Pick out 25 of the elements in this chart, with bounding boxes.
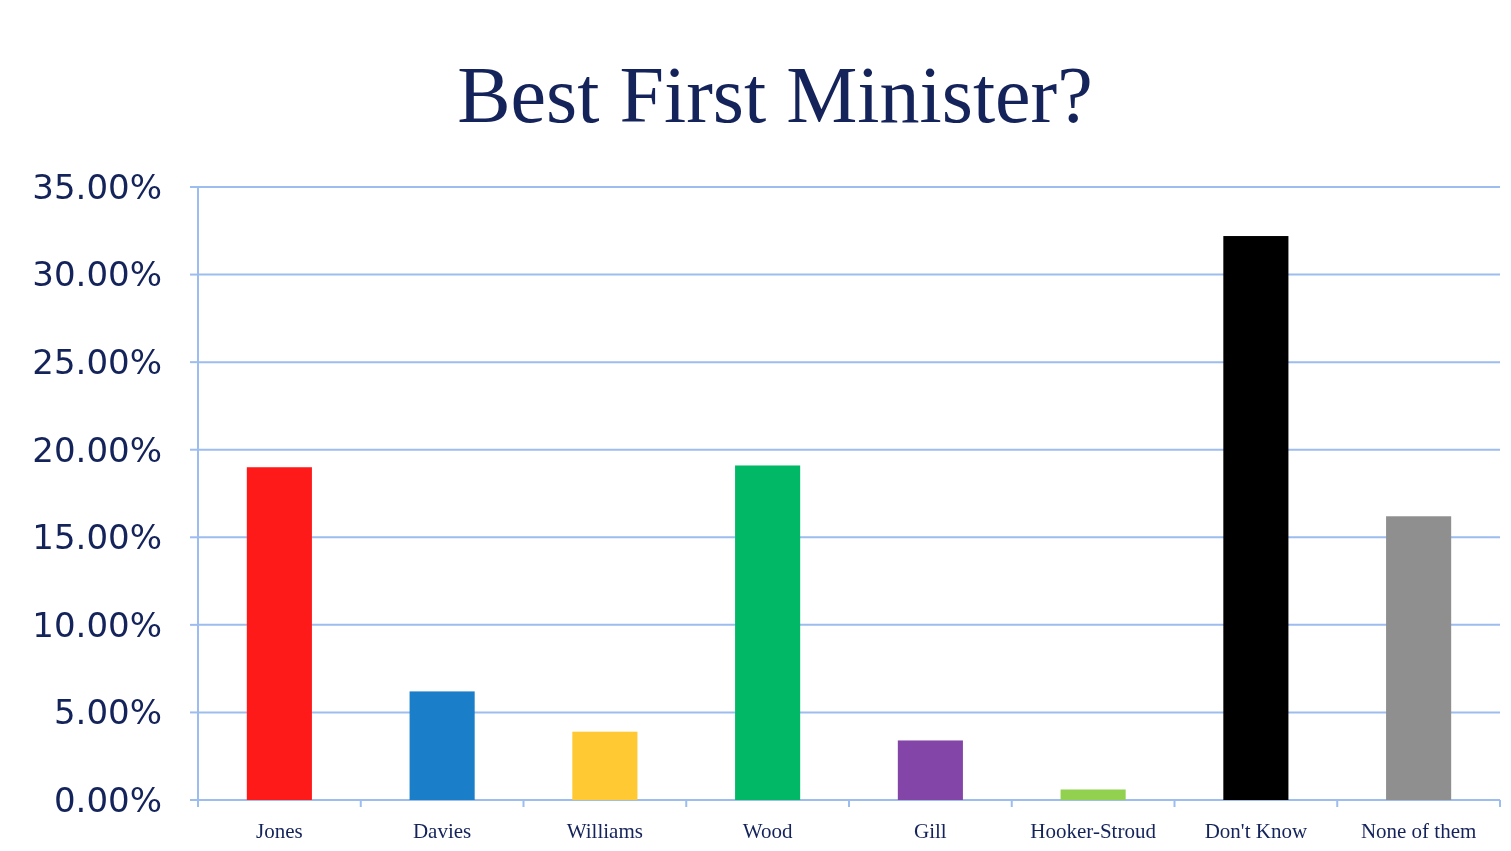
x-tick-label: Hooker-Stroud: [1030, 819, 1157, 843]
bar: [409, 691, 475, 800]
bar: [735, 465, 801, 800]
bar: [897, 740, 963, 800]
x-tick-label: Williams: [566, 819, 643, 843]
bar: [1386, 516, 1452, 800]
y-tick-label: 10.00%: [32, 604, 162, 645]
bar: [1223, 236, 1289, 800]
y-tick-label: 30.00%: [32, 254, 162, 295]
bar: [572, 731, 638, 800]
bar: [246, 467, 312, 800]
y-tick-label: 20.00%: [32, 429, 162, 470]
bar: [1060, 789, 1126, 800]
x-tick-label: Jones: [256, 819, 303, 843]
y-tick-label: 25.00%: [32, 342, 162, 383]
chart-title: Best First Minister?: [457, 51, 1093, 139]
y-tick-label: 15.00%: [32, 517, 162, 558]
x-tick-label: Don't Know: [1204, 819, 1308, 843]
x-tick-label: Davies: [412, 819, 472, 843]
x-tick-label: Gill: [914, 819, 947, 843]
x-tick-label: None of them: [1360, 819, 1477, 843]
y-tick-label: 0.00%: [53, 779, 162, 820]
y-tick-label: 35.00%: [32, 166, 162, 207]
x-tick-label: Wood: [742, 819, 793, 843]
y-tick-label: 5.00%: [53, 692, 162, 733]
